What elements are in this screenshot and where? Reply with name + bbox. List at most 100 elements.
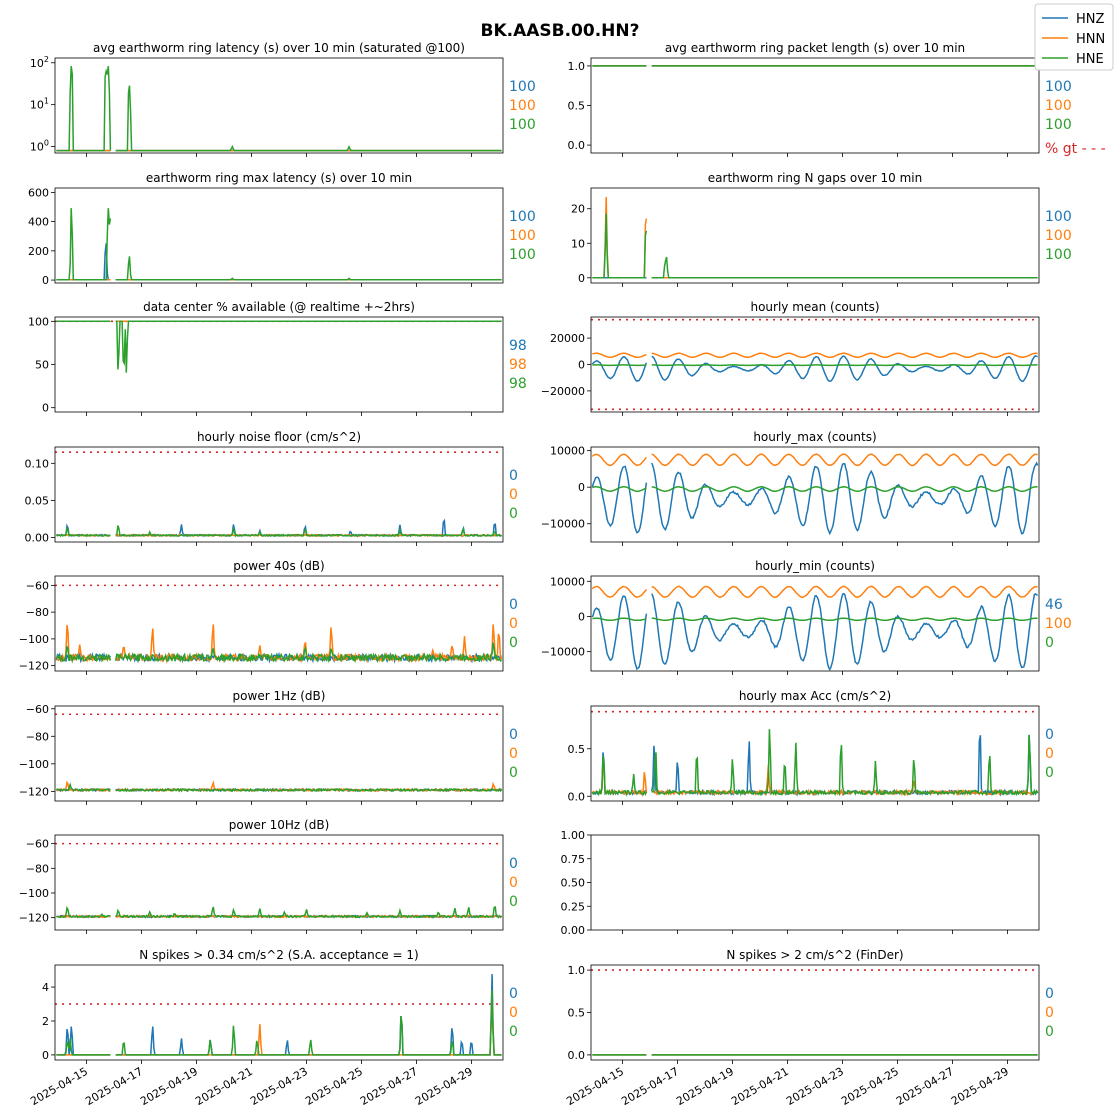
x-tick-label: 2025-04-27 bbox=[894, 1065, 956, 1108]
plot-area bbox=[591, 969, 1039, 1056]
series-line-HNZ bbox=[591, 734, 1039, 797]
series-line-HNE bbox=[56, 990, 502, 1056]
panel-hmin: hourly_min (counts) −10000 0 10000 46 100 0 bbox=[541, 559, 1072, 675]
plot-area bbox=[55, 451, 503, 538]
x-tick-label: 2025-04-23 bbox=[784, 1065, 846, 1108]
panel-title: avg earthworm ring packet length (s) ove… bbox=[665, 41, 965, 55]
series-line-HNZ bbox=[591, 461, 1039, 536]
y-tick-label: 0 bbox=[42, 402, 49, 415]
panel-p40: power 40s (dB) −120 −100 −80 −60 0 0 0 bbox=[19, 559, 518, 675]
y-tick-label: −60 bbox=[26, 838, 49, 851]
plot-area bbox=[55, 713, 503, 793]
stat-HNN: 0 bbox=[509, 875, 518, 891]
panel-avail: data center % available (@ realtime +~2h… bbox=[28, 300, 527, 416]
y-tick-label: 0.5 bbox=[568, 100, 586, 113]
series-line-HNE bbox=[56, 66, 502, 152]
stat-HNZ: 46 bbox=[1045, 597, 1063, 613]
figure-title: BK.AASB.00.HN? bbox=[481, 21, 640, 41]
legend: HNZ HNN HNE bbox=[1034, 3, 1114, 71]
y-tick-label: 0 bbox=[578, 481, 585, 494]
stat-HNE: 0 bbox=[509, 894, 518, 910]
panel-hmax: hourly_max (counts) −10000 0 10000 bbox=[541, 430, 1040, 546]
x-tick-label: 2025-04-25 bbox=[303, 1065, 365, 1108]
stat-HNE: 0 bbox=[1045, 635, 1054, 651]
y-tick-label: 0.00 bbox=[561, 924, 586, 937]
y-tick-label: 1.0 bbox=[568, 60, 586, 73]
y-tick-label: 0 bbox=[42, 274, 49, 287]
plot-area bbox=[56, 66, 502, 152]
panel-title: hourly max Acc (cm/s^2) bbox=[739, 689, 891, 703]
y-tick-label: 0 bbox=[42, 1049, 49, 1062]
panel-p10hz: power 10Hz (dB) −120 −100 −80 −60 0 0 0 bbox=[19, 818, 518, 934]
axes-frame bbox=[54, 834, 504, 931]
axes-frame bbox=[54, 446, 504, 543]
series-line-HNE bbox=[55, 642, 502, 664]
axes-frame bbox=[54, 575, 504, 672]
stat-HNZ: 0 bbox=[509, 597, 518, 613]
y-tick-label: 2 bbox=[42, 1015, 49, 1028]
y-tick-label: 0.25 bbox=[561, 900, 586, 913]
x-tick-label: 2025-04-15 bbox=[28, 1065, 90, 1108]
y-tick-label: 0.75 bbox=[561, 853, 586, 866]
stat-HNE: 100 bbox=[1045, 117, 1072, 133]
plot-area bbox=[591, 585, 1038, 671]
series-line-HNE bbox=[592, 617, 1038, 622]
stat-HNE: 0 bbox=[509, 506, 518, 522]
series-line-HNE bbox=[56, 208, 502, 281]
x-tick-label: 2025-04-29 bbox=[413, 1065, 475, 1108]
series-line-HNE bbox=[591, 729, 1039, 797]
y-tick-label: 20000 bbox=[550, 332, 585, 345]
panel-title: hourly_max (counts) bbox=[753, 430, 876, 444]
panel-p1hz: power 1Hz (dB) −120 −100 −80 −60 0 0 0 bbox=[19, 689, 518, 805]
y-tick-label: 0 bbox=[578, 359, 585, 372]
panel-title: power 10Hz (dB) bbox=[229, 818, 330, 832]
y-tick-label: 0.0 bbox=[568, 1049, 586, 1062]
x-tick-label: 2025-04-19 bbox=[674, 1065, 736, 1108]
y-tick-label: 0.00 bbox=[25, 532, 50, 545]
y-tick-label: 100 bbox=[30, 139, 49, 154]
y-tick-label: 100 bbox=[28, 315, 49, 328]
x-tick-label: 2025-04-15 bbox=[564, 1065, 626, 1108]
y-tick-label: 4 bbox=[42, 981, 49, 994]
stat-HNZ: 0 bbox=[509, 986, 518, 1002]
y-tick-label: 0.0 bbox=[568, 790, 586, 803]
panel-title: data center % available (@ realtime +~2h… bbox=[143, 300, 415, 314]
series-line-HNZ bbox=[56, 243, 502, 281]
plot-area bbox=[55, 320, 503, 373]
panel-title: hourly noise floor (cm/s^2) bbox=[197, 430, 361, 444]
stat-HNE: 0 bbox=[509, 1024, 518, 1040]
stat-HNZ: 100 bbox=[1045, 209, 1072, 225]
y-tick-label: 0 bbox=[578, 610, 585, 623]
y-tick-label: 1.00 bbox=[561, 829, 586, 842]
y-tick-label: 200 bbox=[28, 245, 49, 258]
stat-HNN: 98 bbox=[509, 357, 527, 373]
series-line-HNN bbox=[592, 352, 1038, 359]
y-tick-label: −80 bbox=[26, 730, 49, 743]
stat-HNE: 0 bbox=[1045, 1024, 1054, 1040]
y-tick-label: 0.50 bbox=[561, 877, 586, 890]
y-tick-label: −120 bbox=[19, 660, 49, 673]
panel-title: power 40s (dB) bbox=[233, 559, 324, 573]
y-tick-label: −100 bbox=[19, 758, 49, 771]
x-tick-label: 2025-04-21 bbox=[729, 1065, 791, 1108]
y-tick-label: −10000 bbox=[541, 646, 585, 659]
stat-HNN: 100 bbox=[1045, 616, 1072, 632]
stat-HNN: 100 bbox=[509, 98, 536, 114]
axes-frame bbox=[54, 705, 504, 802]
y-tick-label: 102 bbox=[30, 55, 49, 70]
panel-spikes034: N spikes > 0.34 cm/s^2 (S.A. acceptance … bbox=[28, 948, 518, 1108]
x-tick-label: 2025-04-23 bbox=[248, 1065, 310, 1108]
y-tick-label: −60 bbox=[26, 579, 49, 592]
stat-HNN: 0 bbox=[509, 487, 518, 503]
axes-frame bbox=[590, 834, 1040, 931]
plot-area bbox=[56, 208, 502, 281]
y-tick-label: −80 bbox=[26, 862, 49, 875]
y-tick-label: 10 bbox=[571, 237, 585, 250]
panel-empty: 0.00 0.25 0.50 0.75 1.00 bbox=[561, 829, 1040, 937]
axes-frame bbox=[590, 705, 1040, 802]
panel-hmaxacc: hourly max Acc (cm/s^2) 0.0 0.5 0 0 0 bbox=[568, 689, 1054, 805]
axes-frame bbox=[590, 187, 1040, 284]
stat-HNE: 0 bbox=[1045, 765, 1054, 781]
y-tick-label: 10000 bbox=[550, 575, 585, 588]
series-line-HNZ bbox=[591, 355, 1038, 383]
